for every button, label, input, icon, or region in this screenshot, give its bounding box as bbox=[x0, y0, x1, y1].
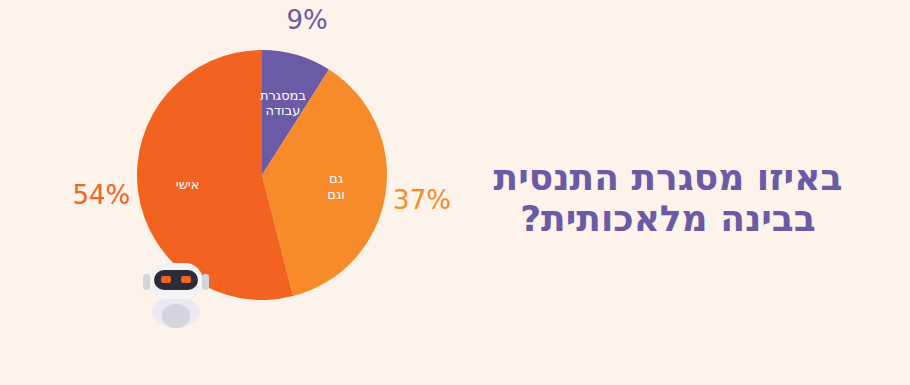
robot-icon bbox=[143, 263, 209, 328]
robot-visor bbox=[154, 270, 198, 290]
robot-head bbox=[149, 263, 203, 299]
slice-label: במסגרתעבודה bbox=[260, 88, 306, 119]
data-label: 54% bbox=[72, 180, 130, 210]
robot-eye bbox=[161, 276, 171, 283]
data-label: 9% bbox=[287, 5, 328, 35]
background bbox=[0, 0, 910, 385]
slice-label: אישי bbox=[176, 177, 200, 192]
robot-belly bbox=[162, 304, 190, 328]
chart: במסגרתעבודה גםוגם אישי 9% 37% 54% באיזו מסגרת … bbox=[0, 0, 910, 385]
robot-ear bbox=[143, 274, 150, 290]
slice-label: גםוגם bbox=[327, 171, 345, 202]
robot-ear bbox=[202, 274, 209, 290]
title: באיזו מסגרת התנסיתבבינה מלאכותית? bbox=[494, 157, 843, 239]
robot-eye bbox=[181, 276, 191, 283]
robot-body bbox=[152, 296, 200, 328]
data-label: 37% bbox=[393, 185, 451, 215]
pie: במסגרתעבודה גםוגם אישי 9% 37% 54% bbox=[72, 5, 451, 300]
